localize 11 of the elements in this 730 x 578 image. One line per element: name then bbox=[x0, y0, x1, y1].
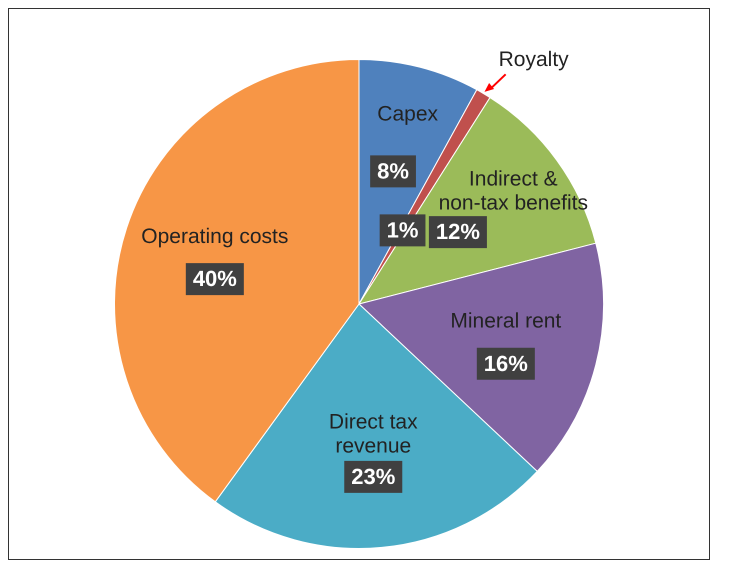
slice-label: Operating costs bbox=[141, 224, 288, 248]
slice-label: Capex bbox=[377, 102, 438, 126]
data-label: 16% bbox=[484, 350, 528, 376]
slice-label: Mineral rent bbox=[450, 309, 562, 332]
slice-label: Royalty bbox=[498, 48, 570, 72]
slice-label: Direct tax revenue bbox=[328, 410, 418, 458]
data-label: 1% bbox=[386, 217, 418, 242]
data-label: 40% bbox=[192, 266, 237, 292]
data-label: 12% bbox=[436, 219, 480, 244]
data-label: 23% bbox=[351, 464, 396, 489]
data-label: 8% bbox=[377, 158, 409, 184]
